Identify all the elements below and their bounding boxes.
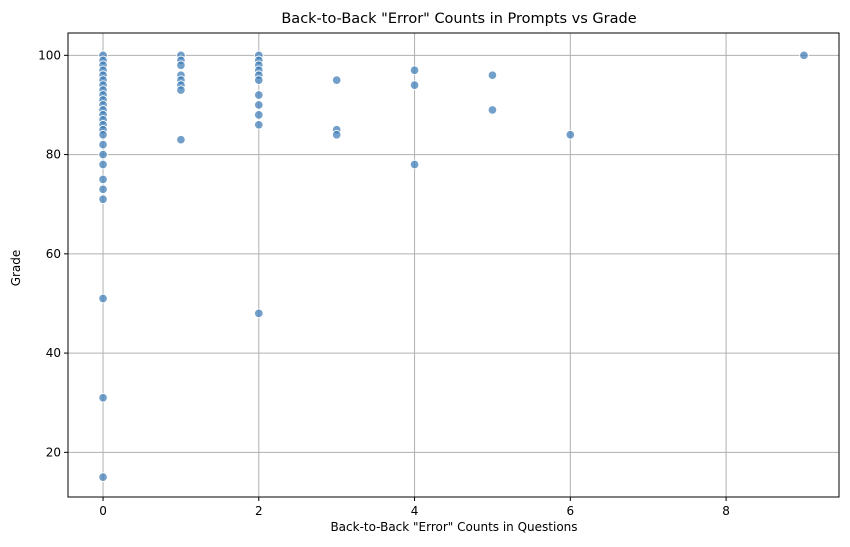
scatter-point: [98, 194, 108, 204]
scatter-point: [98, 293, 108, 304]
chart-title: Back-to-Back "Error" Counts in Prompts v…: [281, 11, 636, 27]
scatter-point: [565, 129, 576, 140]
y-tick-label: 100: [38, 48, 61, 62]
x-tick-label: 0: [99, 504, 107, 518]
scatter-point: [331, 75, 342, 85]
scatter-point: [254, 110, 264, 120]
scatter-point: [176, 85, 186, 95]
x-tick-label: 6: [566, 504, 574, 518]
scatter-point: [409, 80, 420, 90]
scatter-point: [331, 129, 342, 140]
scatter-point: [254, 100, 264, 110]
scatter-point: [98, 472, 108, 482]
scatter-point: [254, 308, 264, 319]
scatter-point: [799, 50, 809, 61]
scatter-point: [487, 70, 498, 80]
y-tick-label: 60: [46, 247, 61, 261]
scatter-point: [409, 65, 420, 75]
points-layer: [98, 50, 809, 482]
y-tick-label: 40: [46, 346, 61, 360]
scatter-point: [98, 392, 108, 403]
scatter-point: [98, 184, 108, 195]
scatter-point: [98, 139, 108, 150]
scatter-point: [254, 75, 264, 85]
y-axis-label: Grade: [9, 250, 23, 287]
x-tick-label: 8: [722, 504, 730, 518]
scatter-point: [98, 174, 108, 185]
scatter-point: [176, 134, 186, 145]
scatter-point: [254, 120, 264, 130]
scatter-point: [176, 60, 186, 71]
scatter-point: [254, 90, 264, 100]
x-tick-label: 4: [411, 504, 419, 518]
scatter-point: [98, 159, 108, 170]
scatter-point: [98, 129, 108, 140]
ticks-layer: 0 2 4 6 8 20 40 60 80 100: [38, 48, 730, 518]
x-tick-label: 2: [255, 504, 263, 518]
scatter-point: [409, 159, 420, 170]
scatter-point: [98, 149, 108, 160]
y-tick-label: 80: [46, 148, 61, 162]
scatter-point: [487, 105, 498, 115]
x-axis-label: Back-to-Back "Error" Counts in Questions: [330, 520, 577, 534]
plot-frame: [67, 32, 840, 498]
y-tick-label: 20: [46, 445, 61, 459]
